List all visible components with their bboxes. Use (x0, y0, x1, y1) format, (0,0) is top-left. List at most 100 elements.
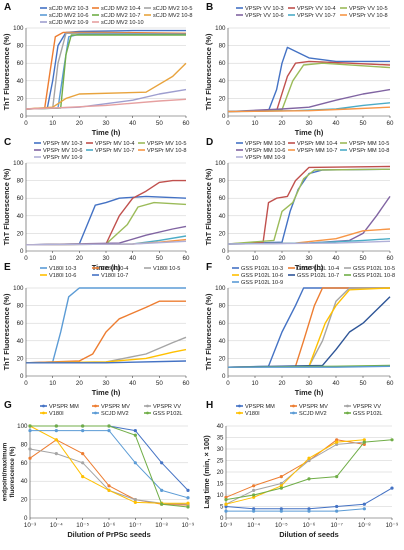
panel-letter-e: E (4, 262, 11, 273)
legend-entry: V180I 10-4 (101, 266, 128, 272)
series-line (227, 240, 391, 245)
legend-entry: VPSPr VV 10-5 (349, 6, 388, 12)
y-tick-label: 100 (215, 285, 226, 292)
series-line (227, 168, 391, 245)
y-tick-label: 100 (17, 423, 28, 430)
y-axis-label: ThT Fluorescence (%) (2, 168, 11, 245)
x-tick-label: 30 (306, 120, 313, 127)
legend-entry: VPSPR VV (153, 404, 181, 410)
y-tick-label: 80 (219, 178, 226, 185)
x-tick-label: 30 (306, 380, 313, 387)
y-tick-label: 60 (219, 60, 226, 67)
x-tick-label: 40 (333, 380, 340, 387)
data-point (186, 488, 190, 492)
series-line (225, 439, 393, 501)
x-tick-label: 10⁻⁵ (76, 522, 89, 529)
y-tick-label: 80 (17, 303, 24, 310)
x-tick-label: 60 (387, 255, 394, 262)
y-tick-label: 80 (21, 441, 28, 448)
legend-entry: GSS P102L 10-6 (241, 273, 283, 279)
data-point (252, 488, 256, 492)
x-tick-label: 40 (333, 120, 340, 127)
legend-marker (238, 404, 241, 408)
data-point (279, 475, 283, 479)
data-point (279, 509, 283, 513)
series-line (227, 287, 391, 368)
data-point (224, 498, 228, 502)
data-point (133, 498, 137, 502)
series-line (25, 287, 186, 364)
x-tick-label: 10⁻⁹ (182, 522, 195, 529)
y-tick-label: 20 (17, 230, 24, 237)
y-tick-label: 20 (21, 497, 28, 504)
data-point (81, 429, 85, 433)
x-tick-label: 40 (129, 120, 136, 127)
y-tick-label: 60 (17, 60, 24, 67)
series-line (25, 348, 187, 364)
x-tick-label: 10⁻³ (24, 522, 36, 529)
legend-entry: GSS P102L (353, 411, 383, 417)
legend-entry: GSS P102L 10-8 (353, 273, 395, 279)
legend-entry: GSS P102L 10-5 (353, 266, 395, 272)
legend-marker (42, 411, 45, 415)
legend-entry: VPSPr MM 10-9 (245, 155, 285, 161)
x-axis-label: Time (h) (295, 128, 324, 137)
data-point (186, 501, 190, 505)
data-point (107, 484, 111, 488)
legend-entry: sCJD MV2 10-6 (49, 13, 88, 19)
legend-marker (238, 411, 241, 415)
x-axis-label: Dilution of PrPSc seeds (67, 530, 150, 539)
data-point (224, 509, 228, 513)
panel-letter-f: F (206, 262, 212, 273)
data-point (335, 475, 339, 479)
y-tick-label: 60 (21, 460, 28, 467)
data-point (307, 507, 311, 511)
series-line (30, 430, 189, 499)
data-point (307, 509, 311, 513)
y-tick-label: 100 (13, 25, 24, 32)
y-tick-label: 100 (13, 160, 24, 167)
x-tick-label: 10⁻⁶ (303, 522, 316, 529)
data-point (186, 505, 190, 509)
x-tick-label: 40 (333, 255, 340, 262)
data-point (160, 488, 164, 492)
y-tick-label: 100 (215, 160, 226, 167)
data-point (252, 484, 256, 488)
data-point (362, 438, 366, 442)
y-tick-label: 40 (219, 338, 226, 345)
x-axis-label: Dilution of seeds (279, 530, 339, 539)
y-tick-label: 0 (222, 248, 226, 255)
y-tick-label: 0 (24, 515, 28, 522)
x-tick-label: 60 (387, 380, 394, 387)
legend-entry: sCJD MV2 10-8 (153, 13, 192, 19)
data-point (224, 495, 228, 499)
x-tick-label: 20 (76, 380, 83, 387)
series-line (225, 439, 365, 505)
y-axis-label: ThT Fluorescence (%) (204, 33, 213, 110)
series-line (227, 287, 390, 368)
legend-entry: sCJD MV2 10-4 (101, 6, 140, 12)
x-tick-label: 0 (24, 255, 28, 262)
legend-entry: GSS P102L 10-9 (241, 280, 283, 286)
legend-marker (292, 411, 295, 415)
panel-letter-g: G (4, 400, 12, 411)
data-point (107, 429, 111, 433)
data-point (81, 461, 85, 465)
legend-marker (346, 404, 349, 408)
legend-entry: VPSPr MV 10-6 (43, 148, 82, 154)
legend-entry: VPSPr MM 10-7 (297, 148, 337, 154)
x-tick-label: 20 (76, 120, 83, 127)
data-point (224, 502, 228, 506)
y-tick-label: 20 (17, 95, 24, 102)
legend-entry: V180I 10-6 (49, 273, 76, 279)
x-tick-label: 30 (103, 380, 110, 387)
y-tick-label: 0 (222, 113, 226, 120)
panel-letter-c: C (4, 137, 11, 148)
data-point (160, 502, 164, 506)
legend-entry: VPSPr VV 10-7 (297, 13, 336, 19)
y-tick-label: 40 (17, 213, 24, 220)
x-tick-label: 10⁻⁸ (155, 522, 168, 529)
legend-marker (146, 411, 149, 415)
y-axis-label: ThT Fluorescence (%) (204, 293, 213, 370)
